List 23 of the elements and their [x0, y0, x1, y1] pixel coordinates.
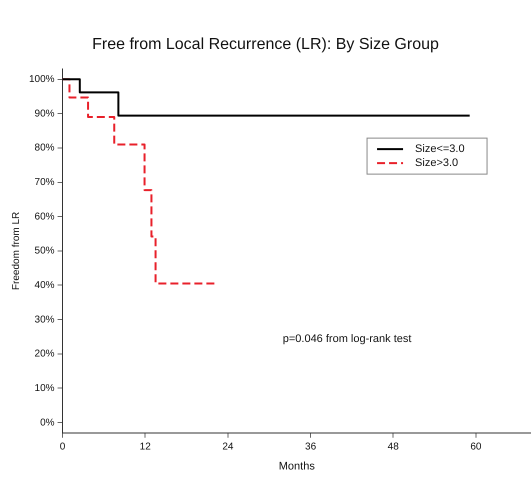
y-tick-label: 10%	[34, 382, 55, 394]
annotation: p=0.046 from log-rank test	[282, 332, 412, 345]
x-tick-label: 36	[305, 442, 317, 453]
x-tick-label: 12	[140, 442, 152, 453]
legend-label: Size>3.0	[415, 157, 458, 170]
y-tick-label: 100%	[29, 74, 55, 86]
x-tick-label: 0	[60, 442, 66, 453]
x-tick-label: 24	[222, 442, 234, 453]
legend-label: Size<=3.0	[415, 143, 465, 156]
y-tick-label: 90%	[34, 108, 55, 120]
y-axis-title: Freedom from LR	[10, 212, 22, 290]
x-axis-title: Months	[278, 460, 316, 472]
y-tick-label: 60%	[34, 211, 55, 222]
x-tick-label: 48	[388, 442, 400, 453]
y-tick-label: 30%	[34, 314, 55, 326]
y-tick-label: 20%	[34, 348, 55, 360]
y-tick-label: 0%	[40, 417, 55, 428]
y-tick-label: 70%	[34, 177, 55, 188]
y-tick-label: 50%	[34, 246, 55, 257]
chart-title: Free from Local Recurrence (LR): By Size Group	[91, 36, 440, 54]
y-tick-label: 80%	[34, 142, 55, 154]
y-tick-label: 40%	[34, 280, 55, 291]
x-tick-label: 60	[470, 442, 482, 453]
